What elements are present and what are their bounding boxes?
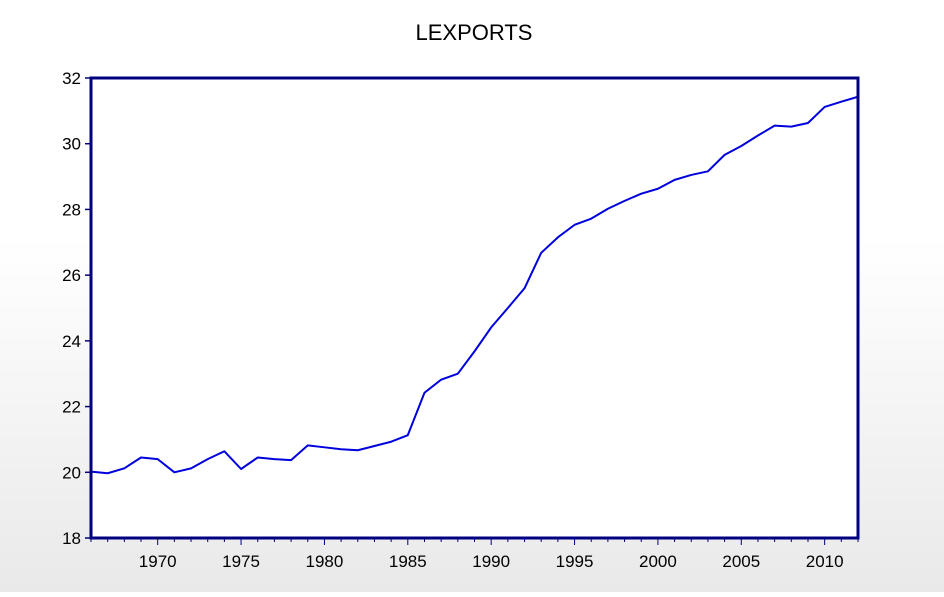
y-tick-label: 22 bbox=[62, 398, 81, 417]
x-tick-label: 2000 bbox=[639, 552, 677, 571]
x-axis: 1970 1975 1980 1985 1990 1995 2000 2005 2010 bbox=[90, 538, 859, 571]
chart-title: LEXPORTS bbox=[416, 20, 533, 45]
y-tick-label: 30 bbox=[62, 135, 81, 154]
x-tick-label: 1985 bbox=[389, 552, 427, 571]
x-tick-label: 1980 bbox=[306, 552, 344, 571]
plot-frame bbox=[89, 76, 860, 540]
y-tick-label: 26 bbox=[62, 266, 81, 285]
y-tick-label: 20 bbox=[62, 463, 81, 482]
x-tick-label: 1995 bbox=[556, 552, 594, 571]
y-tick-label: 28 bbox=[62, 200, 81, 219]
series-line bbox=[90, 95, 859, 475]
y-tick-label: 18 bbox=[62, 529, 81, 548]
x-tick-label: 1975 bbox=[222, 552, 260, 571]
x-tick-label: 2005 bbox=[722, 552, 760, 571]
x-tick-label: 2010 bbox=[806, 552, 844, 571]
y-axis: 18 20 22 24 26 28 30 32 bbox=[62, 69, 91, 548]
y-tick-label: 24 bbox=[62, 332, 81, 351]
plot-area bbox=[89, 76, 860, 540]
x-tick-label: 1990 bbox=[472, 552, 510, 571]
y-tick-label: 32 bbox=[62, 69, 81, 88]
x-tick-label: 1970 bbox=[139, 552, 177, 571]
